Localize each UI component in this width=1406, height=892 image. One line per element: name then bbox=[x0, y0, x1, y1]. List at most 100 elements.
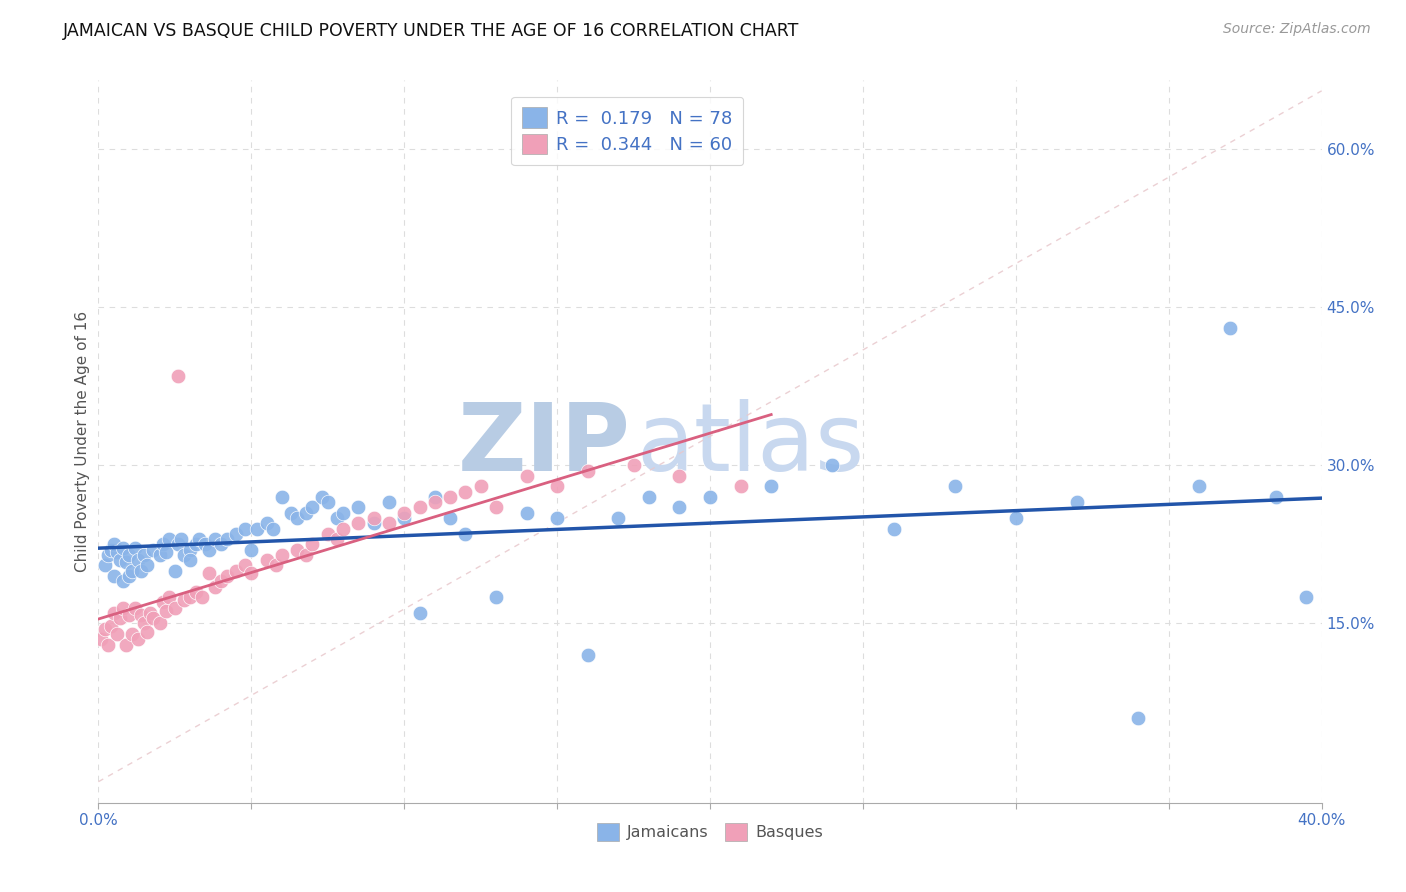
Point bbox=[136, 558, 159, 573]
Point bbox=[204, 532, 226, 546]
Point bbox=[256, 516, 278, 531]
Point bbox=[546, 511, 568, 525]
Point bbox=[100, 618, 122, 632]
Point bbox=[392, 511, 416, 525]
Point bbox=[423, 495, 446, 509]
Point bbox=[124, 600, 146, 615]
Point bbox=[363, 516, 385, 531]
Point bbox=[142, 542, 165, 557]
Point bbox=[264, 558, 287, 573]
Point bbox=[197, 542, 219, 557]
Point bbox=[188, 532, 211, 546]
Point bbox=[240, 566, 263, 580]
Point bbox=[118, 569, 141, 583]
Point bbox=[301, 500, 323, 515]
Point bbox=[316, 495, 339, 509]
Point bbox=[209, 574, 232, 589]
Point bbox=[97, 638, 120, 652]
Point bbox=[301, 537, 323, 551]
Point bbox=[108, 611, 131, 625]
Point bbox=[454, 484, 477, 499]
Point bbox=[240, 542, 263, 557]
Point bbox=[111, 541, 134, 555]
Point bbox=[93, 558, 115, 573]
Point bbox=[699, 490, 721, 504]
Point bbox=[392, 506, 416, 520]
Point bbox=[152, 537, 174, 551]
Point bbox=[576, 648, 599, 662]
Point bbox=[378, 495, 401, 509]
Point bbox=[485, 500, 508, 515]
Point bbox=[311, 490, 333, 504]
Point bbox=[821, 458, 844, 473]
Point bbox=[124, 541, 146, 555]
Point bbox=[152, 595, 174, 609]
Point bbox=[215, 569, 238, 583]
Point bbox=[668, 468, 690, 483]
Point bbox=[194, 537, 217, 551]
Point bbox=[270, 548, 292, 562]
Point bbox=[225, 564, 247, 578]
Point bbox=[730, 479, 752, 493]
Point bbox=[127, 553, 149, 567]
Point bbox=[179, 553, 201, 567]
Point bbox=[103, 537, 125, 551]
Point bbox=[100, 542, 122, 557]
Point bbox=[270, 490, 292, 504]
Point bbox=[332, 522, 354, 536]
Point bbox=[1128, 711, 1150, 725]
Point bbox=[157, 590, 180, 604]
Point bbox=[295, 506, 318, 520]
Point bbox=[118, 608, 141, 623]
Point bbox=[204, 580, 226, 594]
Point bbox=[134, 548, 156, 562]
Point bbox=[439, 490, 461, 504]
Point bbox=[943, 479, 966, 493]
Point bbox=[173, 548, 195, 562]
Point bbox=[246, 522, 269, 536]
Point bbox=[93, 622, 115, 636]
Point bbox=[363, 511, 385, 525]
Point bbox=[115, 555, 138, 569]
Point bbox=[121, 627, 143, 641]
Point bbox=[623, 458, 645, 473]
Point bbox=[155, 604, 177, 618]
Point bbox=[129, 608, 152, 623]
Point bbox=[111, 600, 134, 615]
Point bbox=[163, 564, 186, 578]
Point bbox=[149, 548, 172, 562]
Point bbox=[607, 511, 630, 525]
Point bbox=[118, 548, 141, 562]
Point bbox=[163, 600, 186, 615]
Point bbox=[256, 553, 278, 567]
Point bbox=[105, 627, 128, 641]
Point bbox=[759, 479, 782, 493]
Point bbox=[167, 368, 190, 383]
Point bbox=[186, 585, 208, 599]
Point bbox=[1004, 511, 1026, 525]
Point bbox=[1188, 479, 1211, 493]
Point bbox=[136, 624, 159, 639]
Point bbox=[157, 532, 180, 546]
Point bbox=[233, 558, 256, 573]
Point bbox=[332, 506, 354, 520]
Point bbox=[454, 526, 477, 541]
Point bbox=[439, 511, 461, 525]
Text: Source: ZipAtlas.com: Source: ZipAtlas.com bbox=[1223, 22, 1371, 37]
Y-axis label: Child Poverty Under the Age of 16: Child Poverty Under the Age of 16 bbox=[75, 311, 90, 572]
Point bbox=[1066, 495, 1088, 509]
Point bbox=[191, 590, 214, 604]
Point bbox=[285, 542, 308, 557]
Point bbox=[134, 616, 156, 631]
Point bbox=[485, 590, 508, 604]
Point bbox=[103, 606, 125, 620]
Point bbox=[139, 606, 162, 620]
Point bbox=[1264, 490, 1286, 504]
Point bbox=[149, 616, 172, 631]
Point bbox=[97, 548, 120, 562]
Point bbox=[347, 516, 370, 531]
Point bbox=[883, 522, 905, 536]
Point bbox=[167, 537, 190, 551]
Point bbox=[115, 638, 138, 652]
Point bbox=[127, 632, 149, 647]
